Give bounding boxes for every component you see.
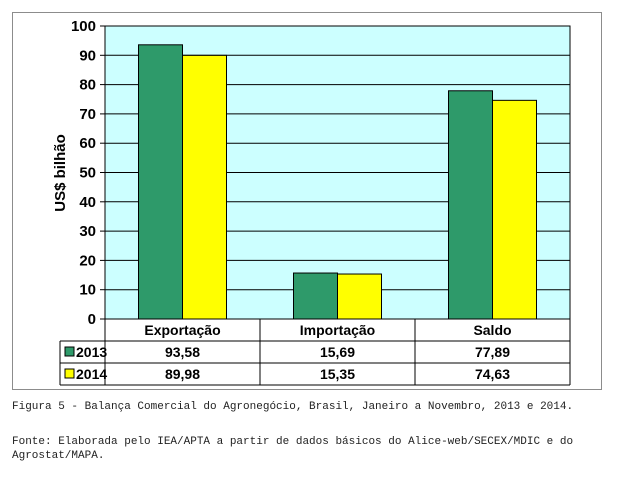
data-label: 93,58 (165, 344, 200, 360)
y-tick-label: 80 (79, 77, 96, 94)
y-tick-label: 30 (79, 223, 96, 240)
category-label: Saldo (473, 322, 511, 338)
bar-2014-2 (337, 273, 382, 320)
y-tick-label: 40 (79, 194, 96, 211)
data-label: 15,69 (320, 344, 355, 360)
y-axis-ticks: 0 10 20 30 40 50 60 70 80 90 100 (71, 18, 105, 328)
y-tick-label: 0 (88, 311, 96, 328)
legend-key-2013 (64, 346, 75, 357)
y-tick-label: 50 (79, 165, 96, 182)
figure-source: Fonte: Elaborada pelo IEA/APTA a partir … (12, 436, 574, 462)
chart-figure: 0 10 20 30 40 50 60 70 80 90 100 Exportação Importa… (12, 12, 602, 390)
y-tick-label: 100 (71, 18, 96, 35)
y-tick-label: 20 (79, 252, 96, 269)
category-label: Importação (300, 322, 375, 338)
data-label: 77,89 (475, 344, 510, 360)
bar-2013-1 (138, 44, 183, 320)
y-tick-label: 70 (79, 106, 96, 123)
y-tick-label: 60 (79, 135, 96, 152)
data-label: 15,35 (320, 366, 355, 382)
bars (138, 44, 537, 320)
bar-2014-3 (492, 99, 537, 320)
data-label: 89,98 (165, 366, 200, 382)
bar-2013-2 (293, 272, 338, 320)
legend-label: 2013 (76, 344, 107, 360)
legend-key-2014 (64, 368, 75, 379)
bar-2014-1 (182, 54, 227, 320)
bar-2013-3 (448, 90, 493, 320)
category-label: Exportação (144, 322, 220, 338)
bar-chart: 0 10 20 30 40 50 60 70 80 90 100 Exportação Importa… (52, 18, 571, 386)
y-tick-label: 90 (79, 47, 96, 64)
data-table: Exportação Importação Saldo 2013 93,58 15,69 7… (59, 318, 571, 386)
data-label: 74,63 (475, 366, 510, 382)
y-tick-label: 10 (79, 282, 96, 299)
figure-caption: Figura 5 - Balança Comercial do Agronegó… (12, 401, 574, 413)
legend-label: 2014 (76, 366, 107, 382)
y-axis-label: US$ bilhão (52, 134, 69, 212)
